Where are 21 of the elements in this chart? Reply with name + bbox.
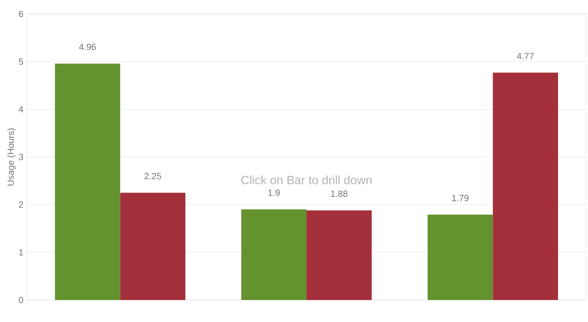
y-axis-title: Usage (Hours) [7, 128, 16, 186]
y-tick-label: 5 [18, 58, 24, 65]
y-tick-label: 0 [18, 296, 24, 304]
data-label: 1.9 [268, 190, 280, 196]
data-label: 2.25 [144, 172, 162, 180]
y-tick-label: 3 [18, 154, 24, 160]
y-tick-label: 6 [18, 10, 24, 18]
bar [120, 192, 186, 300]
y-tick-label: 4 [18, 106, 24, 112]
bar [492, 72, 558, 300]
data-label: 4.96 [79, 44, 96, 50]
data-label: 1.88 [331, 190, 348, 197]
data-label: 4.77 [516, 52, 534, 60]
bar [306, 210, 372, 300]
bar [428, 214, 493, 300]
bar [54, 64, 120, 300]
data-label: 1.79 [452, 194, 469, 202]
bar [241, 209, 307, 300]
y-tick-label: 1 [19, 249, 24, 256]
y-tick-label: 2 [18, 202, 24, 208]
annotation: Click on Bar to drill down [241, 176, 372, 184]
